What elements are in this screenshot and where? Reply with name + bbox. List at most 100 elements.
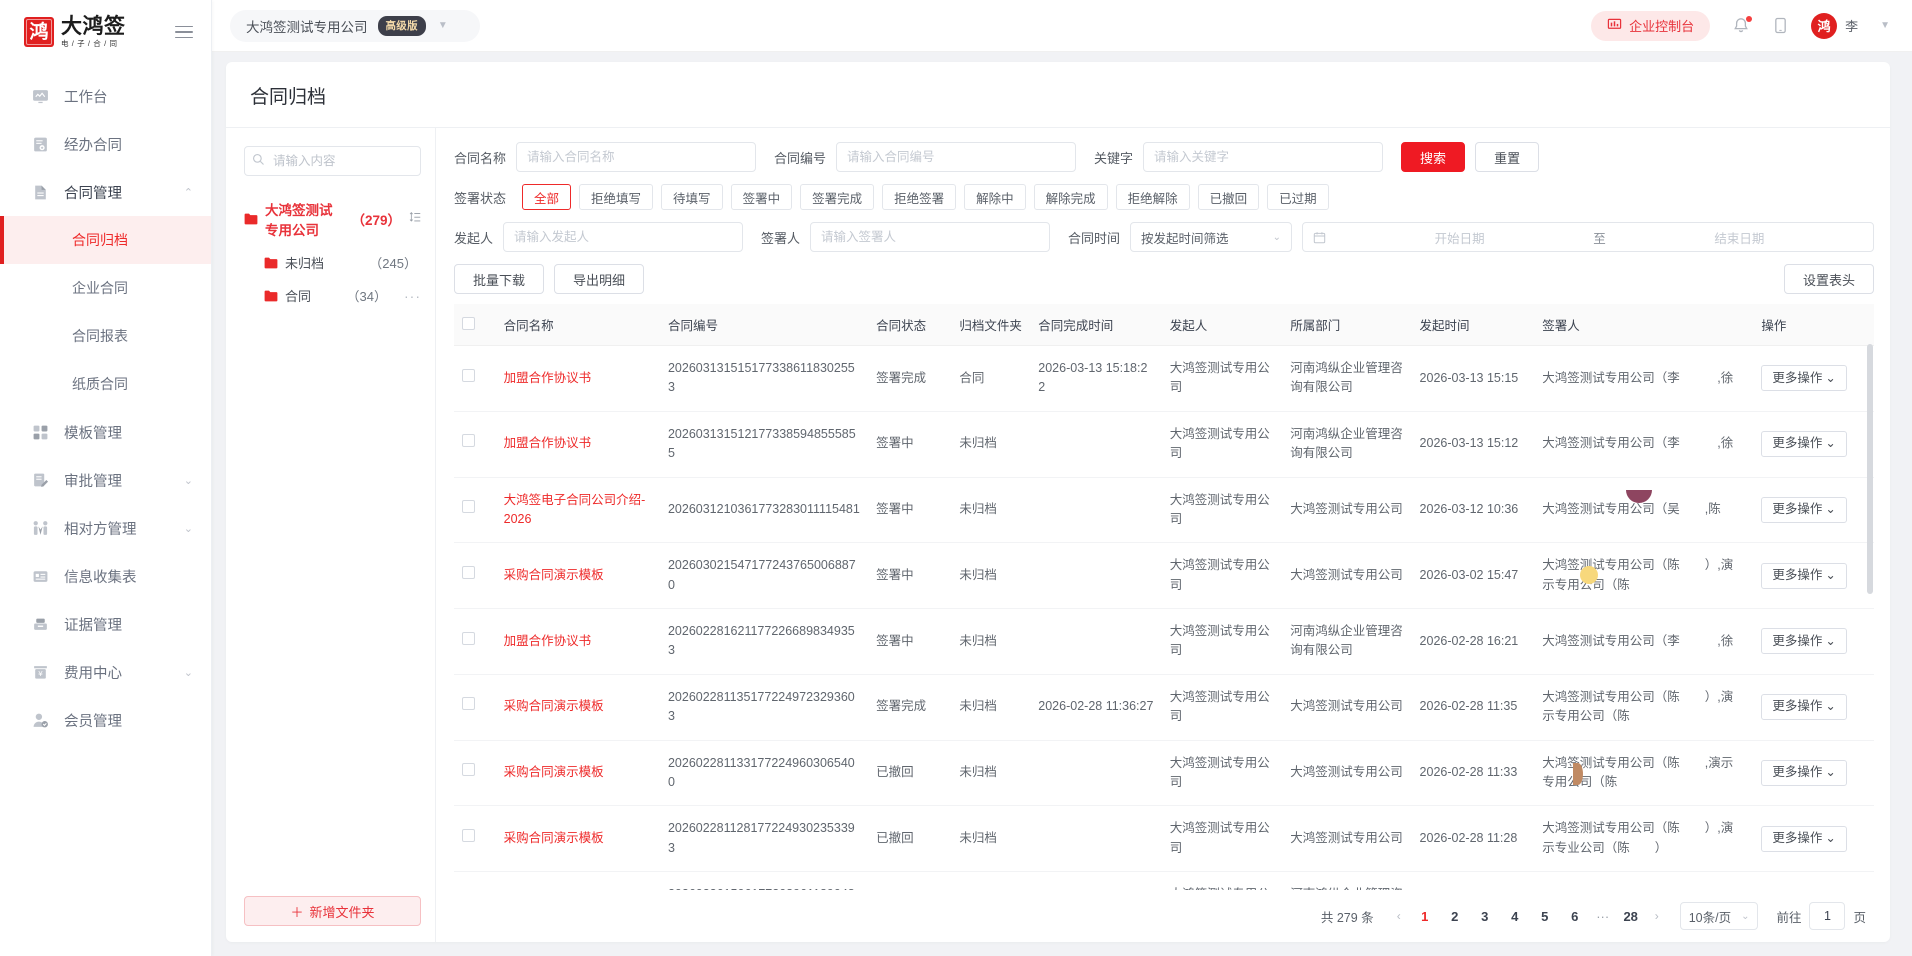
reset-button[interactable]: 重置 xyxy=(1475,142,1540,172)
export-detail-button[interactable]: 导出明细 xyxy=(554,264,645,294)
row-checkbox-cell xyxy=(454,871,496,890)
sidebar-item-enterprise-contract[interactable]: 企业合同 xyxy=(0,264,211,312)
sidebar-item-member-management[interactable]: 会员管理 xyxy=(0,696,211,744)
row-checkbox[interactable] xyxy=(462,828,475,842)
sidebar-item-paper-contract[interactable]: 纸质合同 xyxy=(0,360,211,408)
status-chip-terminating[interactable]: 解除中 xyxy=(964,184,1026,210)
more-actions-button[interactable]: 更多操作 ⌄ xyxy=(1761,628,1847,655)
row-checkbox[interactable] xyxy=(462,763,475,777)
table-scrollbar-thumb[interactable] xyxy=(1867,344,1873,594)
cell-signer: 大鸿签测试专用公司（李 ,徐 xyxy=(1534,411,1754,478)
contract-name-input[interactable] xyxy=(516,142,757,172)
time-type-select[interactable]: 按发起时间筛选 ⌄ xyxy=(1130,222,1293,252)
set-table-header-button[interactable]: 设置表头 xyxy=(1783,264,1874,294)
org-selector[interactable]: 大鸿签测试专用公司 高级版 ▼ xyxy=(230,9,480,42)
pagination-next-button[interactable]: › xyxy=(1654,909,1659,923)
pagination-page-1[interactable]: 1 xyxy=(1421,908,1429,924)
contract-no-input[interactable] xyxy=(836,142,1077,172)
pagination-page-last[interactable]: 28 xyxy=(1623,908,1638,924)
contract-name-link[interactable]: 加盟合作协议书 xyxy=(503,370,592,385)
enterprise-console-button[interactable]: 企业控制台 xyxy=(1591,10,1711,41)
brand-logo[interactable]: 鸿 大鸿签 电 / 子 / 合 / 同 xyxy=(24,16,126,48)
contract-name-link[interactable]: 采购合同演示模板 xyxy=(503,765,604,780)
status-chip-terminated[interactable]: 解除完成 xyxy=(1033,184,1108,210)
sidebar-item-contract-archive[interactable]: 合同归档 xyxy=(0,216,211,264)
tree-node-contract[interactable]: 合同 （34） ··· xyxy=(244,279,421,312)
status-chip-signed[interactable]: 签署完成 xyxy=(800,184,875,210)
cell-status: 签署中 xyxy=(868,608,952,675)
sidebar-item-handled-contracts[interactable]: 经办合同 xyxy=(0,120,211,168)
chevron-down-icon[interactable]: ▼ xyxy=(1880,20,1890,31)
tree-node-root[interactable]: 大鸿签测试专用公司 （279） xyxy=(244,192,421,246)
user-menu[interactable]: 鸿 李 xyxy=(1811,12,1858,39)
notification-bell-button[interactable] xyxy=(1732,15,1753,35)
tree-node-more-icon[interactable]: ··· xyxy=(404,287,421,304)
row-checkbox[interactable] xyxy=(462,368,475,382)
more-actions-button[interactable]: 更多操作 ⌄ xyxy=(1761,694,1847,721)
row-checkbox[interactable] xyxy=(462,434,475,448)
page-size-value: 10条/页 xyxy=(1688,910,1732,925)
pagination-page-2[interactable]: 2 xyxy=(1451,908,1459,924)
more-actions-button[interactable]: 更多操作 ⌄ xyxy=(1761,562,1847,589)
chevron-down-icon: ⌄ xyxy=(1741,910,1750,922)
contract-name-link[interactable]: 大鸿签电子合同公司介绍-2026 xyxy=(503,492,646,526)
row-checkbox[interactable] xyxy=(462,697,475,711)
row-checkbox-cell xyxy=(454,345,496,412)
select-all-checkbox[interactable] xyxy=(462,316,475,330)
more-actions-button[interactable]: 更多操作 ⌄ xyxy=(1761,365,1847,392)
sidebar-item-fee-center[interactable]: ¥ 费用中心 ⌄ xyxy=(0,648,211,696)
tree-node-unarchived[interactable]: 未归档 （245） xyxy=(244,246,421,279)
cell-start-time: 2026-02-28 11:28 xyxy=(1411,805,1535,872)
contract-name-link[interactable]: 采购合同演示模板 xyxy=(503,699,604,714)
sidebar-item-info-collection[interactable]: 信息收集表 xyxy=(0,552,211,600)
row-checkbox[interactable] xyxy=(462,500,475,514)
pagination-prev-button[interactable]: ‹ xyxy=(1396,909,1401,923)
more-actions-button[interactable]: 更多操作 ⌄ xyxy=(1761,496,1847,523)
sidebar-item-contract-management[interactable]: 合同管理 ⌃ xyxy=(0,168,211,216)
status-chip-withdrawn[interactable]: 已撤回 xyxy=(1197,184,1260,210)
status-chip-expired[interactable]: 已过期 xyxy=(1267,184,1329,210)
pagination-page-3[interactable]: 3 xyxy=(1481,908,1489,924)
more-actions-button[interactable]: 更多操作 ⌄ xyxy=(1761,431,1847,458)
status-chip-pending-fill[interactable]: 待填写 xyxy=(661,184,723,210)
sidebar-item-evidence-management[interactable]: 证据管理 xyxy=(0,600,211,648)
contract-name-link[interactable]: 加盟合作协议书 xyxy=(503,436,592,451)
contract-name-link[interactable]: 加盟合作协议书 xyxy=(503,633,592,648)
page-size-select[interactable]: 10条/页 ⌄ xyxy=(1679,902,1759,930)
status-chip-signing[interactable]: 签署中 xyxy=(730,184,793,210)
contract-name-link[interactable]: 采购合同演示模板 xyxy=(503,830,604,845)
sidebar-item-counterparty-management[interactable]: 相对方管理 ⌄ xyxy=(0,504,211,552)
row-checkbox[interactable] xyxy=(462,631,475,645)
sidebar-item-workbench[interactable]: 工作台 xyxy=(0,72,211,120)
goto-page-input[interactable] xyxy=(1809,902,1846,930)
folder-search-input[interactable] xyxy=(244,146,421,176)
search-button[interactable]: 搜索 xyxy=(1401,142,1466,172)
table-scrollbar[interactable] xyxy=(1867,344,1873,890)
initiator-input[interactable] xyxy=(503,222,744,252)
contract-name-link[interactable]: 采购合同演示模板 xyxy=(503,567,604,582)
add-folder-button[interactable]: ＋ 新增文件夹 xyxy=(244,896,421,926)
row-checkbox[interactable] xyxy=(462,565,475,579)
console-icon xyxy=(1607,17,1622,35)
pagination-page-5[interactable]: 5 xyxy=(1541,908,1549,924)
date-range-picker[interactable]: 开始日期 至 结束日期 xyxy=(1302,222,1874,252)
pagination-ellipsis[interactable]: ··· xyxy=(1596,908,1610,924)
pagination-page-4[interactable]: 4 xyxy=(1511,908,1519,924)
status-chip-reject-sign[interactable]: 拒绝签署 xyxy=(882,184,957,210)
mobile-app-button[interactable] xyxy=(1772,17,1789,34)
sort-icon[interactable] xyxy=(408,211,421,227)
more-actions-button[interactable]: 更多操作 ⌄ xyxy=(1761,825,1847,852)
sidebar-item-template-management[interactable]: 模板管理 xyxy=(0,408,211,456)
status-chip-reject-terminate[interactable]: 拒绝解除 xyxy=(1115,184,1190,210)
sidebar-item-contract-report[interactable]: 合同报表 xyxy=(0,312,211,360)
keyword-input[interactable] xyxy=(1143,142,1384,172)
signer-input[interactable] xyxy=(810,222,1051,252)
status-chip-reject-fill[interactable]: 拒绝填写 xyxy=(579,184,654,210)
pagination-page-6[interactable]: 6 xyxy=(1571,908,1579,924)
menu-collapse-icon[interactable] xyxy=(175,25,193,39)
sidebar-item-approval-management[interactable]: 审批管理 ⌄ xyxy=(0,456,211,504)
cell-status: 已撤回 xyxy=(868,805,952,872)
more-actions-button[interactable]: 更多操作 ⌄ xyxy=(1761,759,1847,786)
status-chip-all[interactable]: 全部 xyxy=(522,184,572,210)
batch-download-button[interactable]: 批量下载 xyxy=(454,264,545,294)
